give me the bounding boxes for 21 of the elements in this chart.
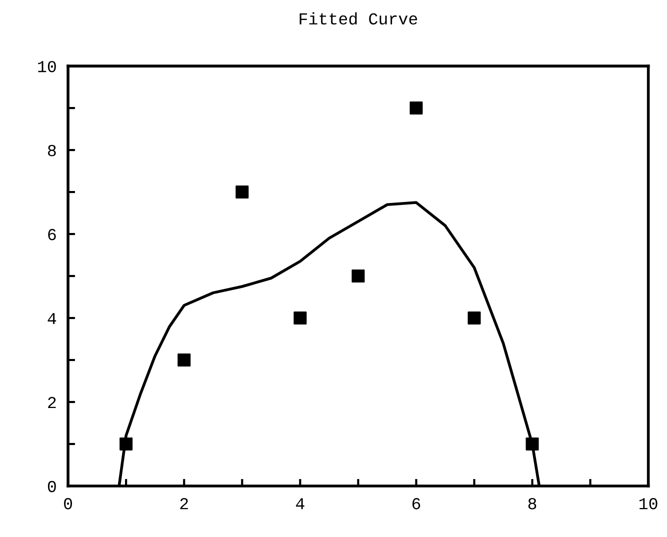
point bbox=[236, 186, 249, 199]
point bbox=[352, 270, 365, 283]
point bbox=[526, 437, 539, 450]
y-tick-label: 10 bbox=[38, 60, 56, 72]
y-tick-label: 8 bbox=[48, 144, 56, 156]
point bbox=[468, 312, 481, 325]
point bbox=[410, 102, 423, 115]
x-tick-label: 0 bbox=[64, 498, 72, 510]
x-tick-label: 4 bbox=[296, 498, 304, 510]
y-tick-label: 6 bbox=[48, 228, 56, 240]
chart-title: Fitted Curve bbox=[300, 12, 418, 25]
x-tick-label: 10 bbox=[640, 498, 658, 510]
y-tick-label: 0 bbox=[48, 480, 56, 492]
x-tick-label: 6 bbox=[412, 498, 420, 510]
point bbox=[120, 437, 133, 450]
point bbox=[294, 312, 307, 325]
point bbox=[178, 354, 191, 367]
y-tick-label: 4 bbox=[48, 313, 56, 324]
x-tick-label: 8 bbox=[528, 498, 536, 510]
y-tick-label: 2 bbox=[48, 396, 56, 408]
x-tick-label: 2 bbox=[180, 498, 188, 510]
